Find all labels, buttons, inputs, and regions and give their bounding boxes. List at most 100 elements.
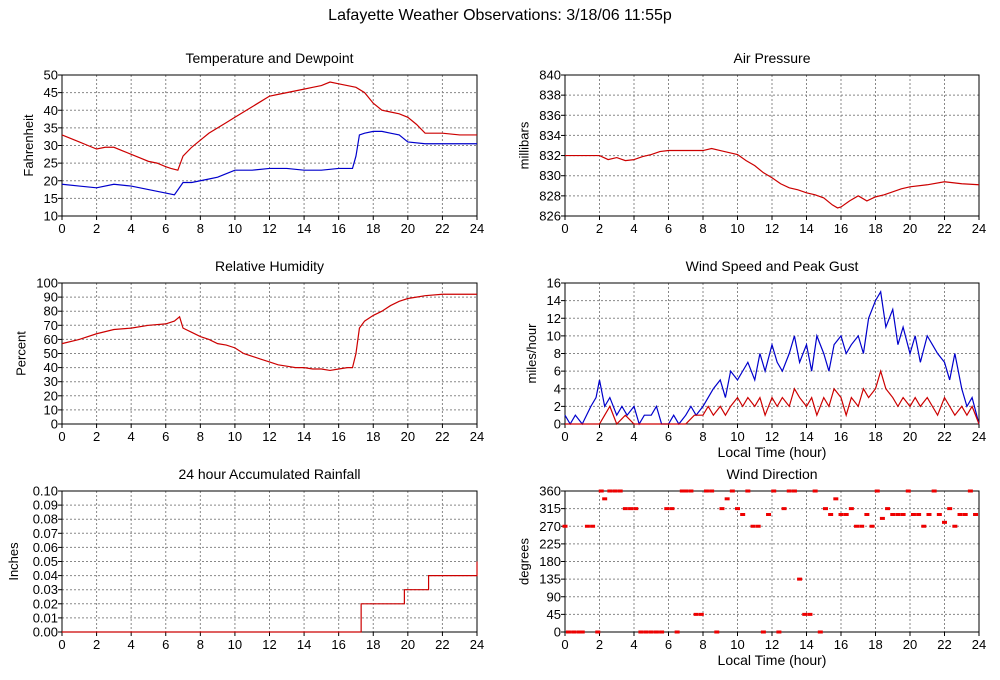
x-tick-label: 4 [630,221,637,236]
y-tick-label: 225 [539,536,561,551]
y-tick-label: 270 [539,519,561,534]
data-point-direction [562,524,568,528]
y-tick-label: 0.07 [33,526,58,541]
y-tick-label: 60 [44,332,58,347]
data-point-direction [864,513,870,516]
y-axis-label: millibars [517,121,532,169]
x-tick-label: 14 [297,221,311,236]
x-tick-label: 6 [665,429,672,444]
x-tick-label: 8 [699,637,706,652]
plot-frame [61,74,478,217]
plot-frame [564,74,980,217]
x-tick-label: 0 [561,221,568,236]
y-tick-label: 838 [539,88,561,103]
data-point-direction [781,507,787,511]
x-tick-label: 4 [128,221,135,236]
data-point-direction [890,513,896,516]
x-tick-label: 16 [331,637,345,652]
chart-title: Air Pressure [733,50,810,66]
y-tick-label: 40 [44,103,58,118]
data-point-direction [719,507,725,511]
data-point-direction [729,489,735,493]
data-point-direction [854,524,860,528]
x-tick-label: 20 [903,429,917,444]
data-point-direction [653,630,659,634]
y-tick-label: 30 [44,138,58,153]
x-tick-label: 10 [228,221,242,236]
y-tick-label: 826 [539,209,561,224]
y-axis-label: Percent [14,331,29,376]
data-point-direction [674,630,680,634]
x-tick-label: 8 [197,221,204,236]
data-point-direction [905,489,911,493]
y-tick-label: 14 [547,293,561,308]
data-point-direction [584,524,590,528]
x-tick-label: 18 [868,637,882,652]
data-point-direction [571,630,577,634]
data-point-direction [771,489,777,493]
x-tick-label: 12 [262,637,276,652]
x-tick-label: 24 [470,429,484,444]
data-point-direction [617,489,623,493]
data-point-direction [931,489,937,493]
x-tick-label: 14 [799,221,813,236]
y-tick-label: 20 [44,388,58,403]
x-tick-label: 14 [297,637,311,652]
x-tick-label: 2 [596,637,603,652]
data-point-direction [740,513,746,516]
data-point-direction [926,513,932,516]
x-tick-label: 4 [630,637,637,652]
data-point-direction [683,489,689,493]
x-tick-label: 0 [58,221,65,236]
data-point-direction [843,513,849,516]
x-tick-label: 4 [630,429,637,444]
y-tick-label: 10 [547,328,561,343]
chart-title: Temperature and Dewpoint [185,50,353,66]
y-tick-label: 315 [539,501,561,516]
x-tick-label: 12 [262,221,276,236]
y-tick-label: 0.06 [33,540,58,555]
x-tick-label: 20 [401,221,415,236]
x-tick-label: 22 [435,429,449,444]
data-point-direction [822,507,828,511]
data-point-direction [590,524,596,528]
data-point-direction [714,630,720,634]
data-point-direction [766,513,772,516]
chart-title: Relative Humidity [215,258,324,274]
x-axis-label: Local Time (hour) [718,652,827,668]
data-point-direction [921,524,927,528]
y-tick-label: 25 [44,156,58,171]
data-point-direction [885,507,891,511]
y-tick-label: 180 [539,554,561,569]
x-tick-label: 14 [799,637,813,652]
data-point-direction [703,489,709,493]
data-point-direction [565,630,571,634]
x-tick-label: 8 [197,429,204,444]
data-point-direction [579,630,585,634]
x-tick-label: 20 [401,637,415,652]
series-line-rainfall [62,561,478,633]
chart-title: Wind Speed and Peak Gust [686,258,859,274]
x-tick-label: 8 [699,221,706,236]
data-point-direction [750,524,756,528]
y-tick-label: 0.04 [33,568,58,583]
x-tick-label: 16 [331,429,345,444]
y-tick-label: 0.01 [33,610,58,625]
x-tick-label: 20 [401,429,415,444]
data-point-direction [622,507,628,511]
y-tick-label: 0.10 [33,484,58,499]
x-tick-label: 14 [799,429,813,444]
x-tick-label: 2 [93,221,100,236]
x-tick-label: 12 [765,429,779,444]
data-point-direction [669,507,675,511]
y-tick-label: 90 [44,290,58,305]
data-point-direction [947,507,953,511]
data-point-direction [776,630,782,634]
y-tick-label: 0 [554,417,561,432]
